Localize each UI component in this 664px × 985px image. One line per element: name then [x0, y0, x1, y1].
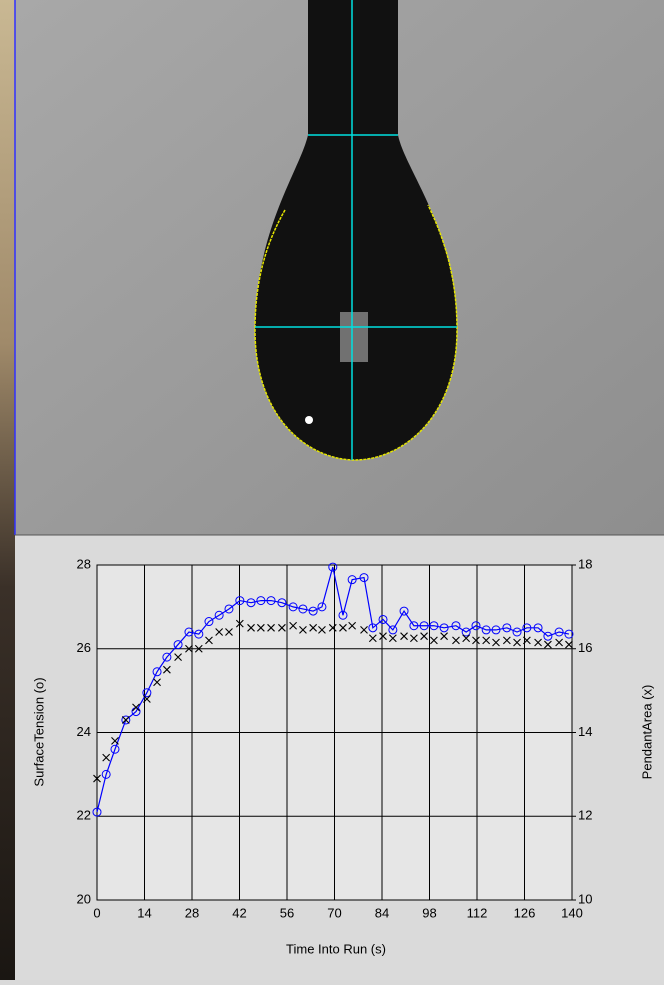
- highlight: [340, 312, 368, 362]
- x-tick-label: 42: [232, 905, 246, 920]
- y-tick-label: 26: [77, 640, 91, 655]
- x-axis-label: Time Into Run (s): [286, 941, 386, 956]
- y2-axis-label: PendantArea (x): [639, 685, 654, 780]
- y-tick-label: 20: [77, 891, 91, 906]
- y2-tick-label: 16: [578, 640, 592, 655]
- y-axis-label: SurfaceTension (o): [31, 677, 46, 786]
- y-tick-label: 22: [77, 808, 91, 823]
- highlight: [305, 416, 313, 424]
- screen: 0 14 28 42 56 70 84 98 112 126 140 20 22 24 26 28 10 12 14…: [0, 0, 664, 980]
- y2-tick-label: 18: [578, 556, 592, 571]
- left-strip: [0, 0, 15, 980]
- x-tick-label: 140: [561, 905, 583, 920]
- x-tick-label: 56: [280, 905, 294, 920]
- x-tick-label: 14: [137, 905, 151, 920]
- y2-tick-label: 10: [578, 891, 592, 906]
- page: {"chart_data": {"type": "line", "x_label…: [0, 0, 664, 980]
- y2-tick-label: 14: [578, 724, 592, 739]
- x-tick-label: 126: [514, 905, 536, 920]
- x-tick-label: 98: [422, 905, 436, 920]
- x-tick-label: 0: [93, 905, 100, 920]
- y2-tick-label: 12: [578, 808, 592, 823]
- y-tick-label: 24: [77, 724, 91, 739]
- x-tick-label: 112: [467, 905, 488, 920]
- x-tick-label: 28: [185, 905, 199, 920]
- x-tick-label: 70: [327, 905, 341, 920]
- y-tick-label: 28: [77, 556, 91, 571]
- x-tick-label: 84: [375, 905, 389, 920]
